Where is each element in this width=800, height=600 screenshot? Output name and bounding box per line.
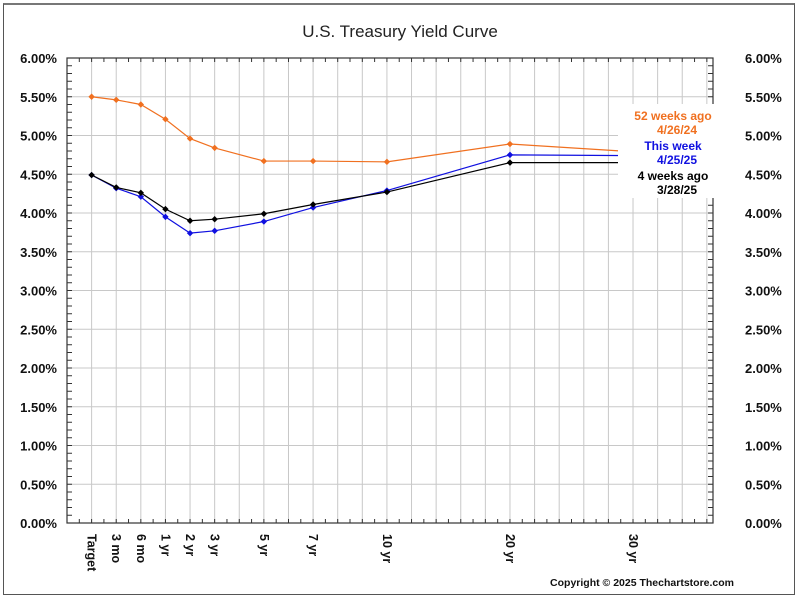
data-point bbox=[506, 159, 514, 166]
y-tick-label-left: 1.00% bbox=[20, 439, 57, 454]
chart-title: U.S. Treasury Yield Curve bbox=[302, 22, 498, 41]
data-point bbox=[383, 188, 391, 196]
y-tick-label-right: 2.00% bbox=[745, 361, 782, 376]
data-point bbox=[309, 157, 317, 165]
grid bbox=[67, 58, 713, 523]
data-point bbox=[211, 216, 218, 223]
series-group bbox=[88, 93, 637, 237]
y-tick-label-left: 4.50% bbox=[20, 167, 57, 182]
y-tick-label-left: 2.00% bbox=[20, 361, 57, 376]
legend-entry-name: 52 weeks ago bbox=[634, 109, 711, 123]
y-tick-label-left: 2.50% bbox=[20, 322, 57, 337]
x-tick-label: 10 yr bbox=[380, 534, 394, 563]
data-point bbox=[383, 158, 391, 166]
y-tick-label-left: 0.50% bbox=[20, 477, 57, 492]
y-tick-label-right: 4.50% bbox=[745, 167, 782, 182]
legend-entry-date: 4/26/24 bbox=[657, 123, 697, 137]
y-tick-label-right: 5.50% bbox=[745, 90, 782, 105]
x-tick-label: 3 yr bbox=[208, 534, 222, 556]
data-point bbox=[211, 227, 218, 235]
y-tick-label-left: 4.00% bbox=[20, 206, 57, 221]
x-tick-label: 20 yr bbox=[503, 534, 517, 563]
y-tick-label-right: 1.50% bbox=[745, 400, 782, 415]
legend-entry-name: 4 weeks ago bbox=[638, 169, 709, 183]
x-tick-label: 6 mo bbox=[134, 534, 148, 564]
data-point bbox=[137, 101, 145, 108]
data-point bbox=[260, 157, 268, 165]
y-tick-label-left: 5.00% bbox=[20, 129, 57, 144]
y-tick-label-right: 3.50% bbox=[745, 245, 782, 260]
data-point bbox=[162, 116, 169, 123]
legend-entry-date: 4/25/25 bbox=[657, 153, 697, 167]
x-tick-label: 5 yr bbox=[257, 534, 271, 556]
data-point bbox=[309, 201, 317, 208]
copyright-text: Copyright © 2025 Thechartstore.com bbox=[550, 577, 734, 589]
y-tick-label-right: 0.50% bbox=[745, 477, 782, 492]
chart-frame bbox=[3, 3, 795, 595]
x-tick-label: 1 yr bbox=[158, 534, 172, 556]
y-tick-label-left: 0.00% bbox=[20, 516, 57, 531]
x-tick-label: Target bbox=[85, 534, 99, 572]
data-point bbox=[260, 218, 268, 225]
data-point bbox=[186, 135, 194, 142]
data-point bbox=[211, 144, 218, 152]
data-point bbox=[186, 229, 194, 237]
y-tick-label-right: 2.50% bbox=[745, 322, 782, 337]
data-point bbox=[113, 96, 120, 104]
data-point bbox=[137, 189, 145, 197]
data-point bbox=[260, 210, 268, 217]
legend-entry-name: This week bbox=[644, 139, 702, 153]
y-tick-label-right: 6.00% bbox=[745, 51, 782, 66]
y-tick-label-left: 3.50% bbox=[20, 245, 57, 260]
y-axis-right-labels: 0.00% 0.50% 1.00% 1.50% 2.00% 2.50% 3.00% 3.50%… bbox=[745, 51, 782, 531]
x-tick-label: 30 yr bbox=[626, 534, 640, 563]
data-point bbox=[506, 140, 514, 148]
data-point bbox=[88, 171, 95, 179]
y-tick-label-right: 1.00% bbox=[745, 439, 782, 454]
data-point bbox=[137, 193, 145, 200]
y-tick-label-right: 3.00% bbox=[745, 284, 782, 299]
y-tick-label-left: 6.00% bbox=[20, 51, 57, 66]
legend-entry-date: 3/28/25 bbox=[657, 183, 697, 197]
data-point bbox=[162, 205, 169, 213]
data-point bbox=[88, 93, 95, 100]
x-tick-label: 2 yr bbox=[183, 534, 197, 556]
x-tick-label: 3 mo bbox=[109, 534, 123, 564]
y-tick-label-left: 1.50% bbox=[20, 400, 57, 415]
data-point bbox=[506, 151, 514, 159]
y-tick-label-right: 5.00% bbox=[745, 129, 782, 144]
y-axis-left-labels: 0.00% 0.50% 1.00% 1.50% 2.00% 2.50% 3.00% 3.50%… bbox=[20, 51, 57, 531]
y-tick-label-left: 5.50% bbox=[20, 90, 57, 105]
legend-background bbox=[618, 104, 728, 198]
data-point bbox=[186, 217, 194, 224]
x-axis-labels: Target 3 mo 6 mo 1 yr 2 yr 3 yr 5 yr 7 yr 10 yr 2… bbox=[85, 534, 640, 572]
data-point bbox=[162, 213, 169, 221]
data-point bbox=[113, 184, 120, 191]
y-tick-label-left: 3.00% bbox=[20, 284, 57, 299]
x-tick-label: 7 yr bbox=[306, 534, 320, 556]
y-tick-label-right: 4.00% bbox=[745, 206, 782, 221]
y-tick-label-right: 0.00% bbox=[745, 516, 782, 531]
